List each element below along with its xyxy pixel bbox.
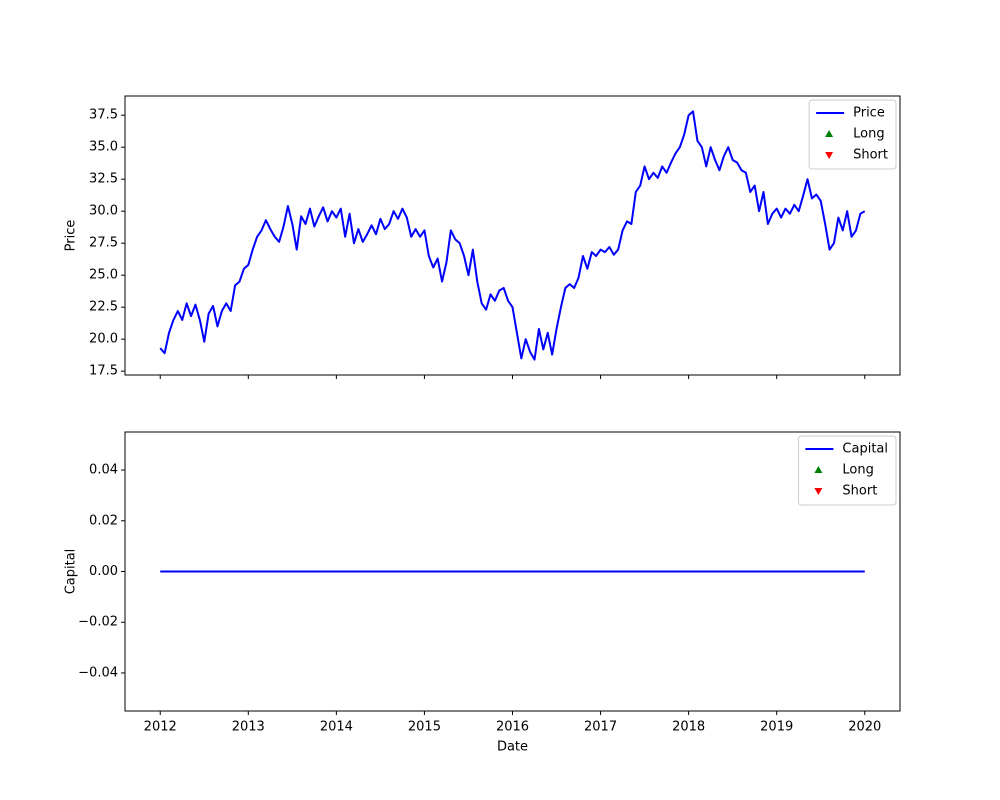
x-axis-label: Date [497,740,528,755]
y-axis-label: Price [64,220,79,252]
y-tick-label: 0.04 [89,463,118,478]
x-tick-label: 2013 [232,720,265,735]
y-tick-label: 17.5 [89,364,118,379]
y-tick-label: 22.5 [89,300,118,315]
legend-label: Long [842,463,873,478]
legend-label: Short [853,148,888,163]
legend: Price Long Short [808,99,897,170]
legend: Capital Long Short [797,435,897,506]
y-tick-label: 35.0 [89,140,118,155]
x-tick-label: 2016 [496,720,529,735]
x-tick-label: 2018 [672,720,705,735]
y-tick-label: 0.02 [89,513,118,528]
y-tick-label: 32.5 [89,172,118,187]
legend-label: Capital [842,442,888,457]
y-tick-label: 20.0 [89,332,118,347]
y-tick-label: 27.5 [89,236,118,251]
legend-marker [814,488,823,495]
y-tick-label: 0.00 [89,564,118,579]
series-line [159,110,866,361]
legend-label: Price [853,106,885,121]
y-tick-label: 25.0 [89,268,118,283]
x-tick-label: 2020 [848,720,881,735]
plot-area [125,96,900,375]
x-tick-label: 2012 [144,720,177,735]
legend-marker [825,152,834,159]
legend-box [808,99,897,170]
x-tick-label: 2015 [408,720,441,735]
x-tick-label: 2014 [320,720,353,735]
y-tick-label: 30.0 [89,204,118,219]
y-tick-label: −0.04 [78,665,118,680]
x-tick-label: 2017 [584,720,617,735]
legend-label: Long [853,127,884,142]
y-tick-label: 37.5 [89,108,118,123]
x-tick-label: 2019 [760,720,793,735]
y-tick-label: −0.02 [78,615,118,630]
y-axis-label: Capital [64,549,79,595]
legend-box [797,435,897,506]
legend-marker [814,466,823,473]
legend-label: Short [842,484,877,499]
legend-marker [825,130,834,137]
